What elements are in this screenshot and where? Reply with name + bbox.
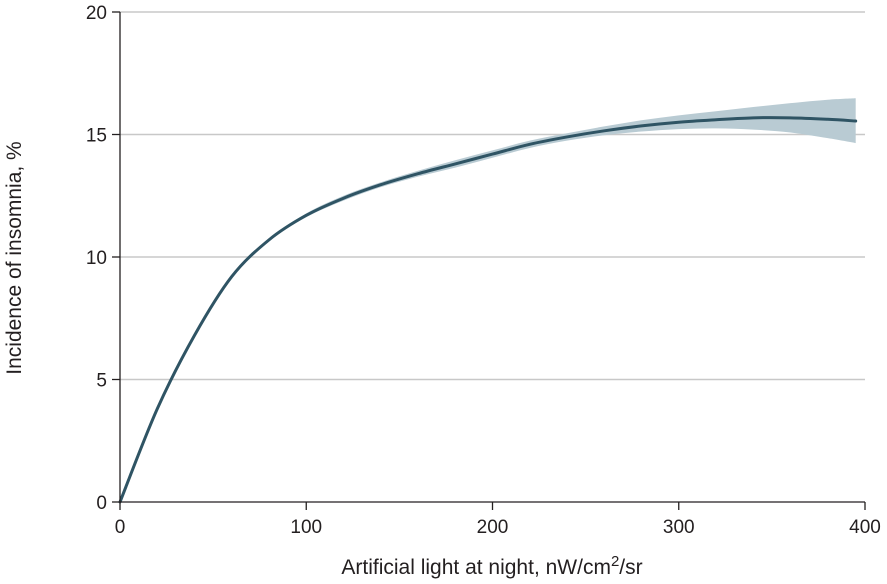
gridlines (120, 11, 865, 381)
x-tick-label-100: 100 (290, 517, 322, 538)
x-tick-label-0: 0 (115, 517, 126, 538)
y-tick-label-20: 20 (86, 3, 107, 24)
confidence-band-0 (120, 98, 856, 503)
x-tick-label-400: 400 (849, 517, 881, 538)
series-line-layer (118, 116, 858, 504)
x-axis-title-suffix: /sr (619, 556, 642, 579)
y-tick-label-10: 10 (86, 248, 107, 269)
y-tick-label-0: 0 (96, 493, 107, 514)
series-line-0 (118, 116, 858, 504)
axes (112, 11, 866, 510)
x-axis-title-superscript: 2 (611, 553, 619, 570)
x-tick-label-200: 200 (477, 517, 509, 538)
y-tick-label-15: 15 (86, 126, 107, 147)
y-axis-title: Incidence of insomnia, % (3, 141, 26, 374)
y-tick-label-5: 5 (96, 371, 107, 392)
x-axis-title-main: Artificial light at night, nW/cm (341, 556, 611, 579)
confidence-band-layer (120, 98, 856, 503)
x-tick-label-300: 300 (663, 517, 695, 538)
x-axis-title: Artificial light at night, nW/cm2/sr (341, 553, 642, 579)
